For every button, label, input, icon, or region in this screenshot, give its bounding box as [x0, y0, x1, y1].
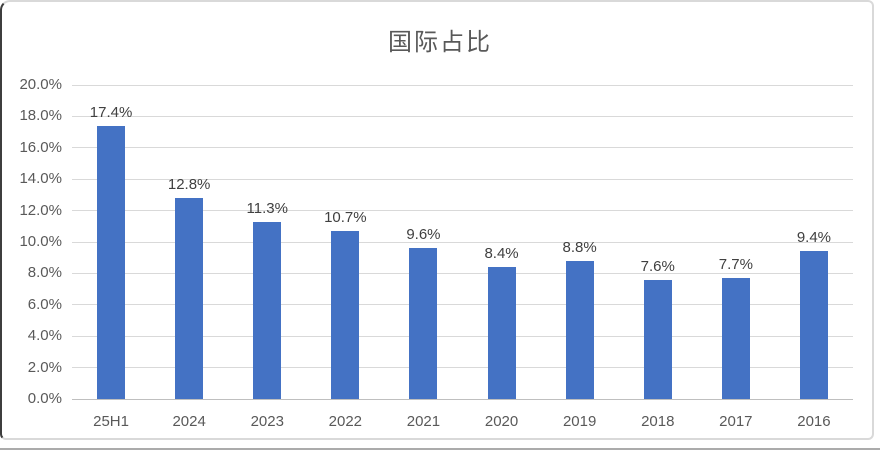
gridline	[72, 84, 853, 86]
image-bottom-edge	[0, 448, 880, 450]
y-axis-tick-label: 8.0%	[27, 264, 62, 282]
bar	[331, 231, 360, 399]
x-axis-category-label: 2019	[562, 413, 597, 430]
bar	[409, 248, 438, 399]
bar	[799, 251, 828, 399]
x-axis-category-label: 2021	[406, 413, 441, 430]
bar-value-label: 8.4%	[484, 245, 519, 263]
x-axis-category-label: 2022	[328, 413, 363, 430]
bar	[253, 221, 282, 399]
bar-value-label: 9.4%	[796, 229, 832, 247]
y-axis-tick-label: 4.0%	[27, 327, 62, 345]
x-axis-category-label: 2024	[172, 413, 206, 430]
bar-value-label: 10.7%	[324, 209, 367, 226]
bar	[175, 198, 204, 399]
y-axis-tick-label: 16.0%	[19, 138, 62, 156]
x-axis-line	[72, 398, 853, 400]
gridline	[72, 272, 853, 274]
bar-value-label: 17.4%	[89, 103, 133, 121]
y-axis-tick-label: 18.0%	[19, 107, 62, 125]
bar-value-label: 7.7%	[718, 256, 753, 274]
bar	[721, 278, 750, 399]
x-axis-category-label: 2018	[641, 413, 675, 430]
gridline	[72, 335, 853, 337]
bar	[565, 260, 594, 399]
bar	[487, 267, 516, 399]
gridline	[72, 178, 853, 180]
x-axis-category-label: 2016	[797, 413, 831, 430]
gridline	[72, 304, 853, 306]
bar-value-label: 8.8%	[562, 238, 597, 256]
bar	[643, 279, 672, 399]
chart-title: 国际占比	[388, 29, 492, 56]
y-axis-tick-label: 14.0%	[19, 170, 62, 188]
x-axis-category-label: 2023	[250, 413, 284, 430]
gridline	[72, 147, 853, 149]
bar-value-label: 9.6%	[406, 226, 441, 244]
y-axis-tick-label: 2.0%	[27, 358, 62, 376]
bar-value-label: 12.8%	[167, 176, 211, 194]
y-axis-tick-label: 12.0%	[19, 201, 62, 219]
y-axis-tick-label: 0.0%	[27, 390, 62, 407]
gridline	[72, 210, 853, 212]
y-axis-tick-label: 20.0%	[19, 76, 62, 93]
x-axis-category-label: 25H1	[93, 413, 129, 430]
x-axis-category-label: 2017	[719, 413, 753, 430]
bar-value-label: 7.6%	[640, 257, 675, 275]
gridline	[72, 367, 853, 369]
x-axis-category-label: 2020	[484, 413, 519, 430]
y-axis-tick-label: 6.0%	[27, 295, 62, 313]
bar	[97, 125, 126, 399]
gridline	[72, 115, 853, 117]
gridline	[72, 241, 853, 243]
bar-value-label: 11.3%	[246, 199, 288, 217]
y-axis-tick-label: 10.0%	[19, 233, 62, 250]
